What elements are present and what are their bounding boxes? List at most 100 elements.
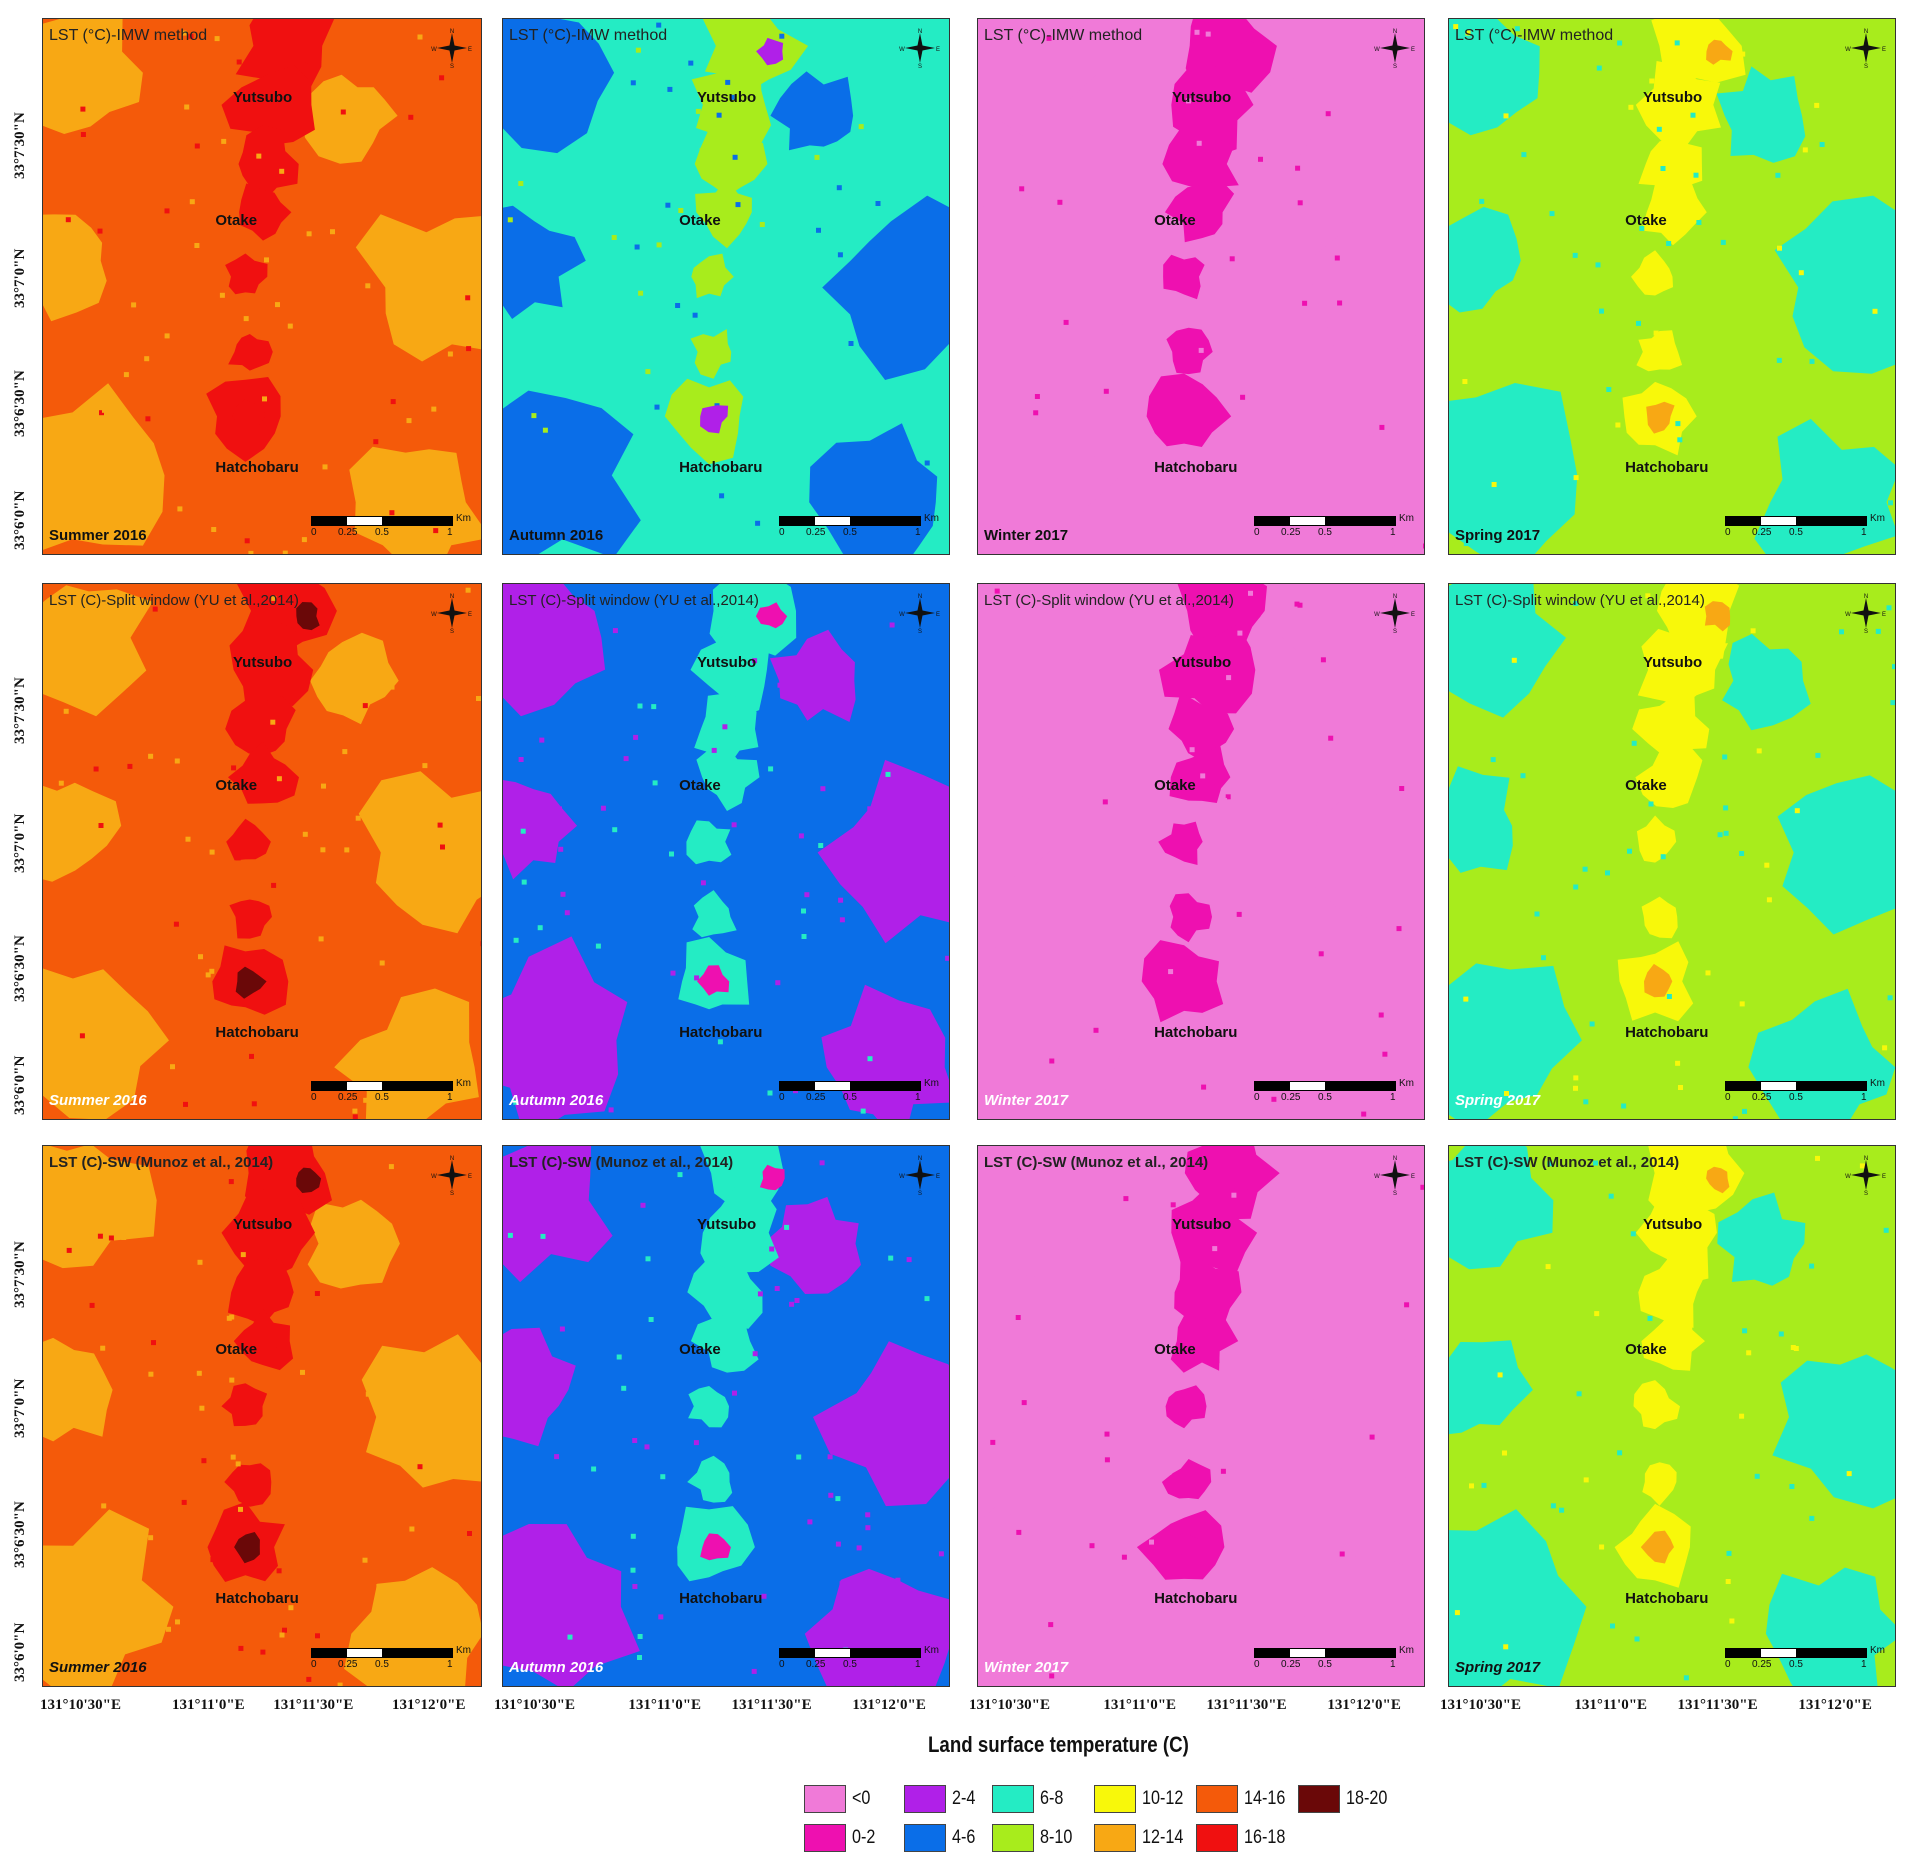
raster-pixel [65, 217, 71, 223]
raster-pixel [465, 295, 471, 301]
raster-pixel [352, 1108, 358, 1114]
compass-letter: S [450, 64, 454, 69]
raster-pixel [226, 1315, 232, 1321]
raster-pixel [279, 168, 285, 174]
secondary-zone [307, 1199, 400, 1289]
raster-pixel [1139, 96, 1145, 102]
place-label-yutsubo: Yutsubo [1172, 88, 1232, 106]
scale-bar: 0 0.25 0.5 1 Km [1725, 1645, 1885, 1676]
raster-pixel [359, 650, 365, 655]
raster-pixel [235, 855, 241, 861]
raster-pixel [231, 765, 237, 771]
raster-pixel [751, 1668, 757, 1674]
raster-pixel [1198, 347, 1204, 353]
raster-pixel [302, 831, 308, 837]
raster-pixel [637, 703, 643, 709]
raster-pixel [1409, 925, 1414, 931]
raster-pixel [1890, 700, 1895, 706]
raster-pixel [89, 1302, 95, 1308]
raster-pixel [1021, 1400, 1027, 1406]
raster-pixel [994, 588, 1000, 594]
raster-pixel [634, 244, 640, 250]
spot-zone [1233, 602, 1261, 629]
raster-pixel [804, 892, 810, 898]
raster-pixel [282, 550, 288, 554]
raster-pixel [784, 1224, 790, 1230]
raster-pixel [1675, 421, 1681, 427]
raster-pixel [1680, 593, 1686, 598]
raster-pixel [1295, 55, 1301, 61]
north-arrow-icon: N S W E [431, 1156, 472, 1196]
raster-pixel [1783, 1602, 1789, 1608]
raster-pixel [1596, 65, 1602, 71]
map-panel: LST (°C)-IMW method Winter 2017 Yutsubo Ota… [977, 18, 1425, 555]
raster-pixel [755, 520, 761, 526]
secondary-zone [1307, 792, 1424, 940]
raster-pixel [363, 1097, 369, 1103]
scale-label: 0.5 [375, 1659, 389, 1670]
hot-zone [1637, 628, 1728, 708]
secondary-zone [503, 390, 641, 554]
place-label-otake: Otake [1154, 777, 1196, 795]
scale-label: 0.5 [1318, 1659, 1332, 1670]
raster-pixel [177, 506, 183, 512]
raster-pixel [123, 372, 129, 378]
scale-bar: 0 0.25 0.5 1 Km [779, 1645, 939, 1676]
spot-zone [1232, 1168, 1259, 1193]
raster-pixel [719, 493, 725, 499]
longitude-label: 131°12'0"E [1327, 1697, 1401, 1713]
scale-label: 0.25 [1752, 527, 1772, 538]
secondary-zone [503, 19, 615, 154]
raster-pixel [1258, 156, 1263, 162]
raster-pixel [1742, 1328, 1748, 1334]
raster-pixel [1491, 482, 1497, 487]
raster-pixel [80, 132, 86, 137]
compass-letter: W [1845, 47, 1851, 53]
raster-pixel [318, 936, 324, 942]
raster-pixel [1510, 1086, 1516, 1092]
raster-pixel [853, 1454, 859, 1460]
spot-zone [234, 1532, 260, 1564]
raster-pixel [1683, 642, 1689, 648]
raster-pixel [243, 316, 249, 322]
raster-pixel [403, 1405, 409, 1411]
raster-pixel [97, 228, 103, 234]
hot-zone [1632, 692, 1710, 755]
north-arrow-icon: N S W E [1374, 29, 1415, 69]
longitude-label: 131°12'0"E [392, 1697, 466, 1713]
hot-zone [1635, 1181, 1717, 1285]
place-label-hatchobaru: Hatchobaru [1625, 459, 1709, 477]
panel-season-label: Spring 2017 [1455, 527, 1541, 544]
raster-pixel [675, 303, 681, 308]
legend-label: 0-2 [852, 1827, 876, 1848]
raster-pixel [630, 1567, 636, 1573]
raster-pixel [612, 628, 618, 634]
raster-pixel [467, 1531, 472, 1536]
raster-pixel [288, 1605, 294, 1611]
secondary-zone [822, 195, 949, 380]
raster-pixel [865, 1525, 871, 1531]
raster-pixel [616, 1354, 622, 1360]
raster-pixel [828, 1492, 834, 1498]
raster-pixel [1387, 1494, 1392, 1500]
hot-zone [1168, 692, 1235, 762]
raster-pixel [389, 684, 395, 690]
raster-pixel [1550, 1503, 1556, 1509]
compass-letter: E [1882, 612, 1886, 618]
raster-pixel [1882, 1045, 1888, 1051]
raster-pixel [591, 1466, 597, 1472]
raster-pixel [411, 1420, 417, 1426]
raster-pixel [1349, 1064, 1355, 1070]
legend-item: 10-12 [1094, 1785, 1191, 1813]
raster-pixel [287, 323, 293, 329]
secondary-zone [1251, 636, 1343, 726]
raster-pixel [447, 351, 453, 357]
raster-pixel [1299, 252, 1305, 258]
hot-zone [1642, 1462, 1677, 1506]
raster-pixel [990, 1439, 996, 1445]
raster-pixel [1218, 31, 1224, 37]
scale-label: 1 [1861, 527, 1867, 538]
raster-pixel [1387, 1353, 1393, 1359]
raster-pixel [1686, 1327, 1692, 1333]
raster-pixel [270, 719, 276, 725]
